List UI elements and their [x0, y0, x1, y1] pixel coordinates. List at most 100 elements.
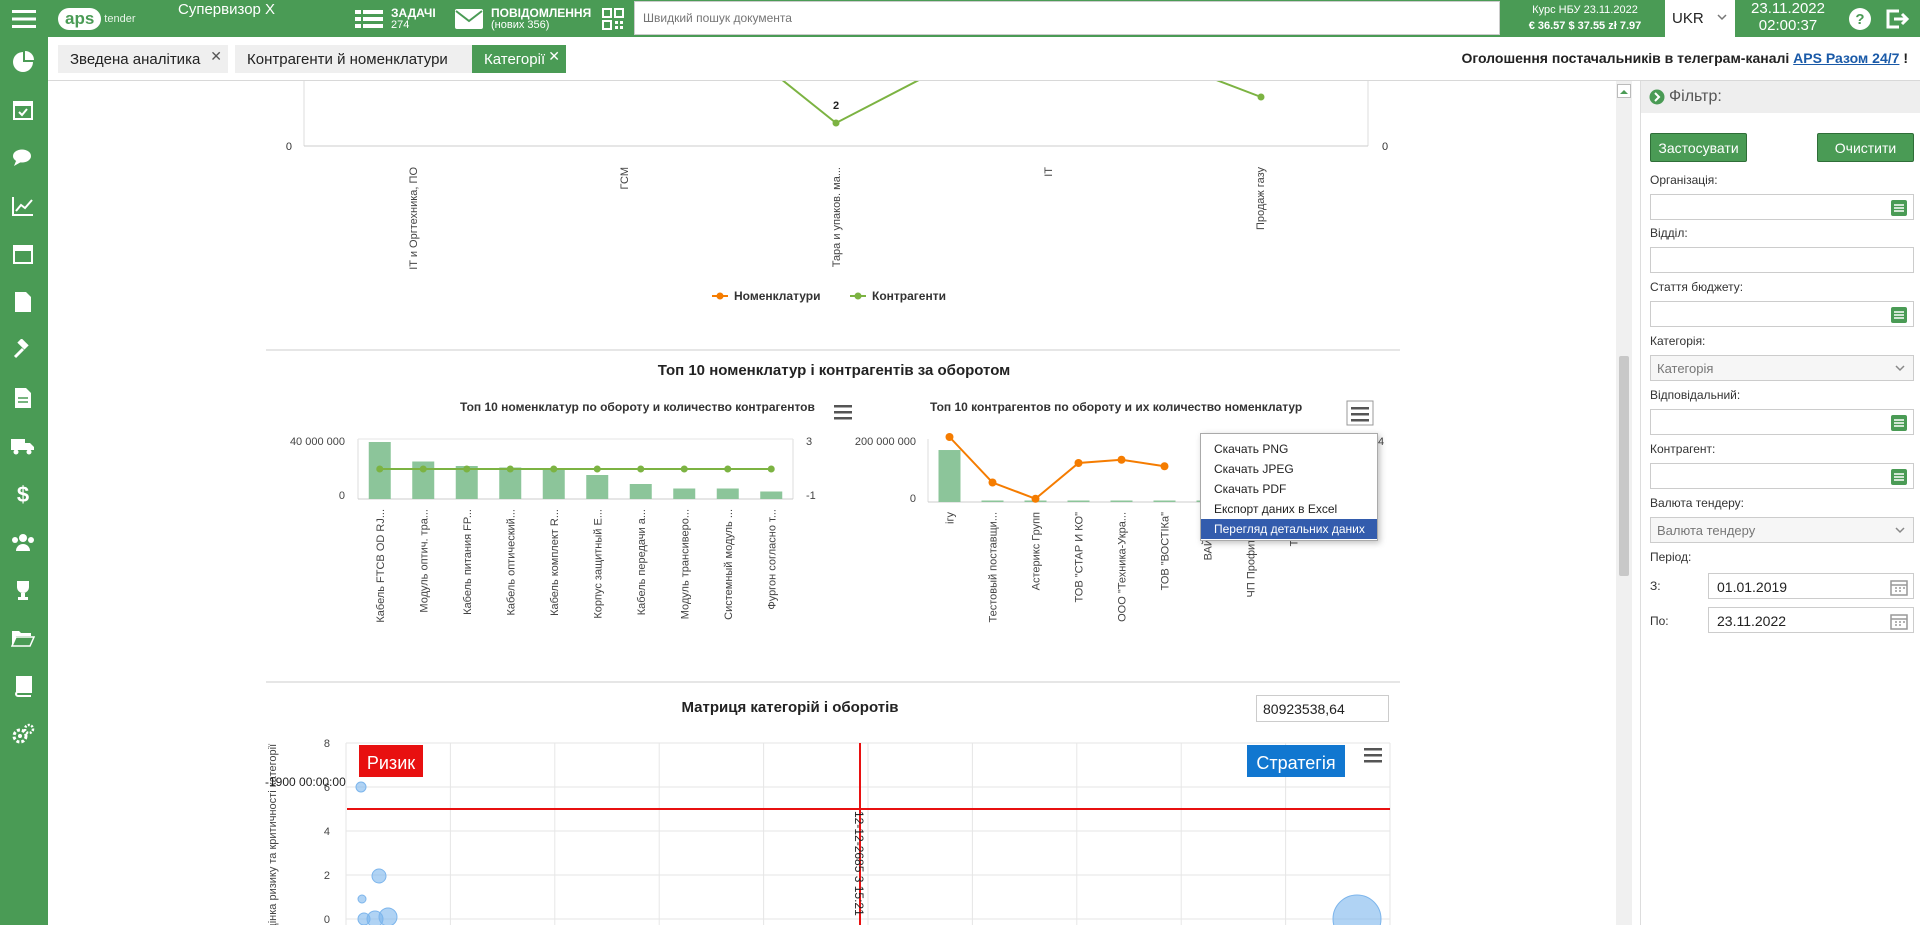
data-point[interactable] [419, 465, 427, 473]
bar[interactable] [1153, 500, 1176, 503]
bar[interactable] [586, 475, 609, 499]
list-icon[interactable] [1889, 198, 1909, 218]
hamburger-menu-icon[interactable] [0, 0, 48, 37]
close-icon[interactable]: ✕ [548, 48, 560, 64]
data-point[interactable] [680, 465, 688, 473]
org-field[interactable] [1650, 194, 1914, 220]
bar[interactable] [673, 488, 696, 500]
matrix-total-field[interactable]: 80923538,64 [1256, 695, 1389, 722]
data-point[interactable] [593, 465, 601, 473]
legend-item-contragents[interactable]: Контрагенти [850, 289, 946, 303]
data-point[interactable] [724, 465, 732, 473]
chat-icon[interactable] [10, 145, 36, 171]
scatter-point[interactable] [357, 894, 367, 904]
data-point[interactable] [376, 465, 384, 473]
bar[interactable] [542, 469, 565, 499]
currency-select[interactable]: Валюта тендеру [1650, 517, 1914, 543]
menu-item-png[interactable]: Скачать PNG [1214, 442, 1289, 456]
tab-summary-analytics[interactable]: Зведена аналітика ✕ [58, 45, 228, 73]
user-name[interactable]: Супервизор X [178, 1, 276, 18]
calendar-check-icon[interactable] [10, 97, 36, 123]
category-select[interactable]: Категорія [1650, 355, 1914, 381]
language-select[interactable]: UKR [1665, 0, 1735, 37]
chart-menu-button[interactable] [834, 405, 852, 420]
logo[interactable]: aps tender [58, 0, 158, 37]
data-point[interactable] [1074, 459, 1083, 467]
responsible-field[interactable] [1650, 409, 1914, 435]
calendar-icon[interactable] [1889, 577, 1909, 597]
main-scrollbar[interactable] [1616, 81, 1632, 925]
trophy-icon[interactable] [10, 577, 36, 603]
bar[interactable] [760, 491, 783, 500]
calendar-icon[interactable] [1889, 611, 1909, 631]
data-point[interactable] [506, 465, 514, 473]
bar[interactable] [938, 450, 961, 502]
bar[interactable] [455, 466, 478, 499]
chart-menu-button[interactable] [1346, 400, 1374, 426]
truck-icon[interactable] [10, 433, 36, 459]
data-point[interactable] [637, 465, 645, 473]
scatter-point[interactable] [371, 868, 387, 884]
help-icon[interactable]: ? [1848, 0, 1876, 37]
date-to-field[interactable]: 23.11.2022 [1708, 607, 1914, 633]
data-point[interactable] [945, 433, 954, 441]
scroll-thumb[interactable] [1619, 356, 1629, 576]
tab-categories[interactable]: Категорії ✕ [472, 45, 566, 73]
list-icon[interactable] [1889, 467, 1909, 487]
menu-item-details[interactable]: Перегляд детальних даних [1201, 519, 1377, 539]
apply-button[interactable]: Застосувати [1650, 133, 1747, 162]
tab-counterparties-nomenclature[interactable]: Контрагенти й номенклатури✕ [235, 45, 510, 73]
search-input[interactable] [634, 1, 1500, 35]
document-icon[interactable] [10, 289, 36, 315]
users-icon[interactable] [10, 529, 36, 555]
data-point[interactable] [1117, 455, 1126, 464]
scroll-up-arrow[interactable] [1617, 84, 1631, 98]
announcement-link[interactable]: APS Разом 24/7 [1793, 50, 1900, 66]
calendar-icon[interactable] [10, 241, 36, 267]
bar[interactable] [981, 500, 1004, 503]
scatter-point[interactable] [1332, 894, 1382, 925]
data-point[interactable] [1257, 93, 1265, 101]
data-point[interactable] [1031, 494, 1040, 503]
data-point[interactable] [832, 119, 840, 127]
pie-chart-icon[interactable] [10, 49, 36, 75]
messages-button[interactable]: ПОВІДОМЛЕННЯ (нових 356) [455, 0, 605, 37]
counterparty-field[interactable] [1650, 463, 1914, 489]
data-point[interactable] [463, 465, 471, 473]
clear-button[interactable]: Очистити [1817, 133, 1914, 162]
menu-item-pdf[interactable]: Скачать PDF [1214, 482, 1287, 496]
close-icon[interactable]: ✕ [210, 48, 222, 64]
dollar-icon[interactable]: $ [10, 481, 36, 507]
list-icon[interactable] [1889, 413, 1909, 433]
scatter-point[interactable] [378, 907, 398, 925]
gavel-icon[interactable] [10, 337, 36, 363]
bar[interactable] [499, 467, 522, 500]
list-icon[interactable] [1889, 305, 1909, 325]
dept-field[interactable] [1650, 247, 1914, 273]
date-from-field[interactable]: 01.01.2019 [1708, 573, 1914, 599]
bar[interactable] [412, 461, 435, 500]
gears-icon[interactable] [10, 721, 36, 747]
qr-code-icon[interactable] [602, 0, 626, 37]
menu-item-jpeg[interactable]: Скачать JPEG [1214, 462, 1294, 476]
bar[interactable] [1067, 500, 1090, 503]
tasks-button[interactable]: ЗАДАЧІ 274 [355, 0, 455, 37]
data-point[interactable] [767, 465, 775, 473]
filter-header[interactable]: Фільтр: [1641, 81, 1920, 113]
data-point[interactable] [550, 465, 558, 473]
bar[interactable] [716, 488, 739, 500]
data-point[interactable] [988, 478, 997, 487]
bar[interactable] [629, 484, 652, 499]
file-text-icon[interactable] [10, 385, 36, 411]
legend-item-nomenclature[interactable]: Номенклатури [712, 289, 820, 303]
chart-menu-button[interactable] [1364, 748, 1382, 763]
logout-icon[interactable] [1885, 0, 1913, 37]
book-icon[interactable] [10, 673, 36, 699]
menu-item-excel[interactable]: Експорт даних в Excel [1214, 502, 1338, 516]
budget-field[interactable] [1650, 301, 1914, 327]
folder-open-icon[interactable] [10, 625, 36, 651]
data-point[interactable] [1160, 462, 1169, 471]
bar[interactable] [1110, 500, 1133, 503]
line-chart-icon[interactable] [10, 193, 36, 219]
scatter-point[interactable] [355, 781, 367, 793]
